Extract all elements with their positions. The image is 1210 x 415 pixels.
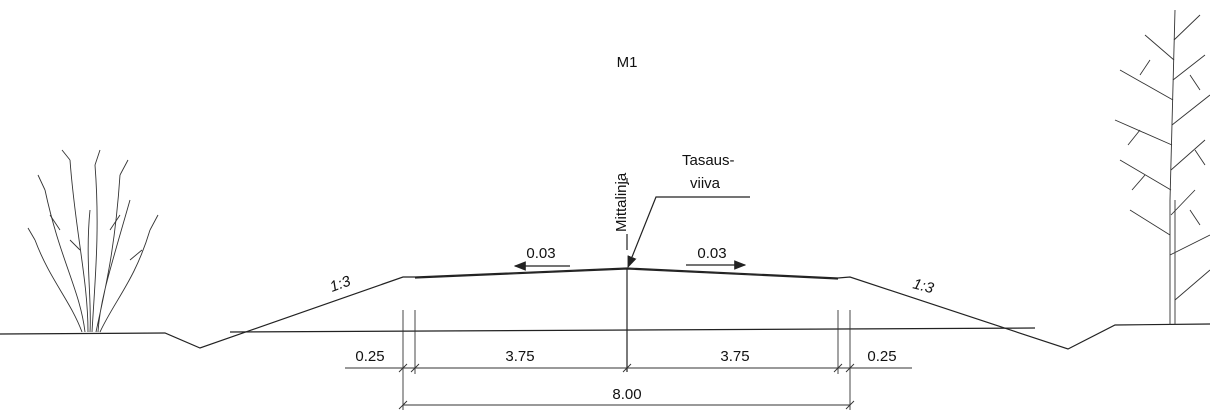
ground-right [229,327,1036,333]
drawing-title: M1 [617,54,638,71]
dimension-label: 3.75 [720,348,749,365]
leveling-label: viiva [690,175,721,192]
slope-label: 1:3 [911,275,936,297]
tree [1114,9,1210,325]
dimension-lines [345,310,912,410]
crossfall-label: 0.03 [526,245,555,262]
dimension-label: 8.00 [612,386,641,403]
leader-line [627,196,750,269]
slope-label: 1:3 [328,272,354,295]
centerline-label: Mittalinja [613,172,630,232]
shrub [27,149,159,333]
dimension-label: 0.25 [355,348,384,365]
dimension-label: 3.75 [505,348,534,365]
ground-line [0,267,1210,350]
leveling-label: Tasaus- [682,152,735,169]
crossfall-label: 0.03 [697,245,726,262]
dimension-label: 0.25 [867,348,896,365]
